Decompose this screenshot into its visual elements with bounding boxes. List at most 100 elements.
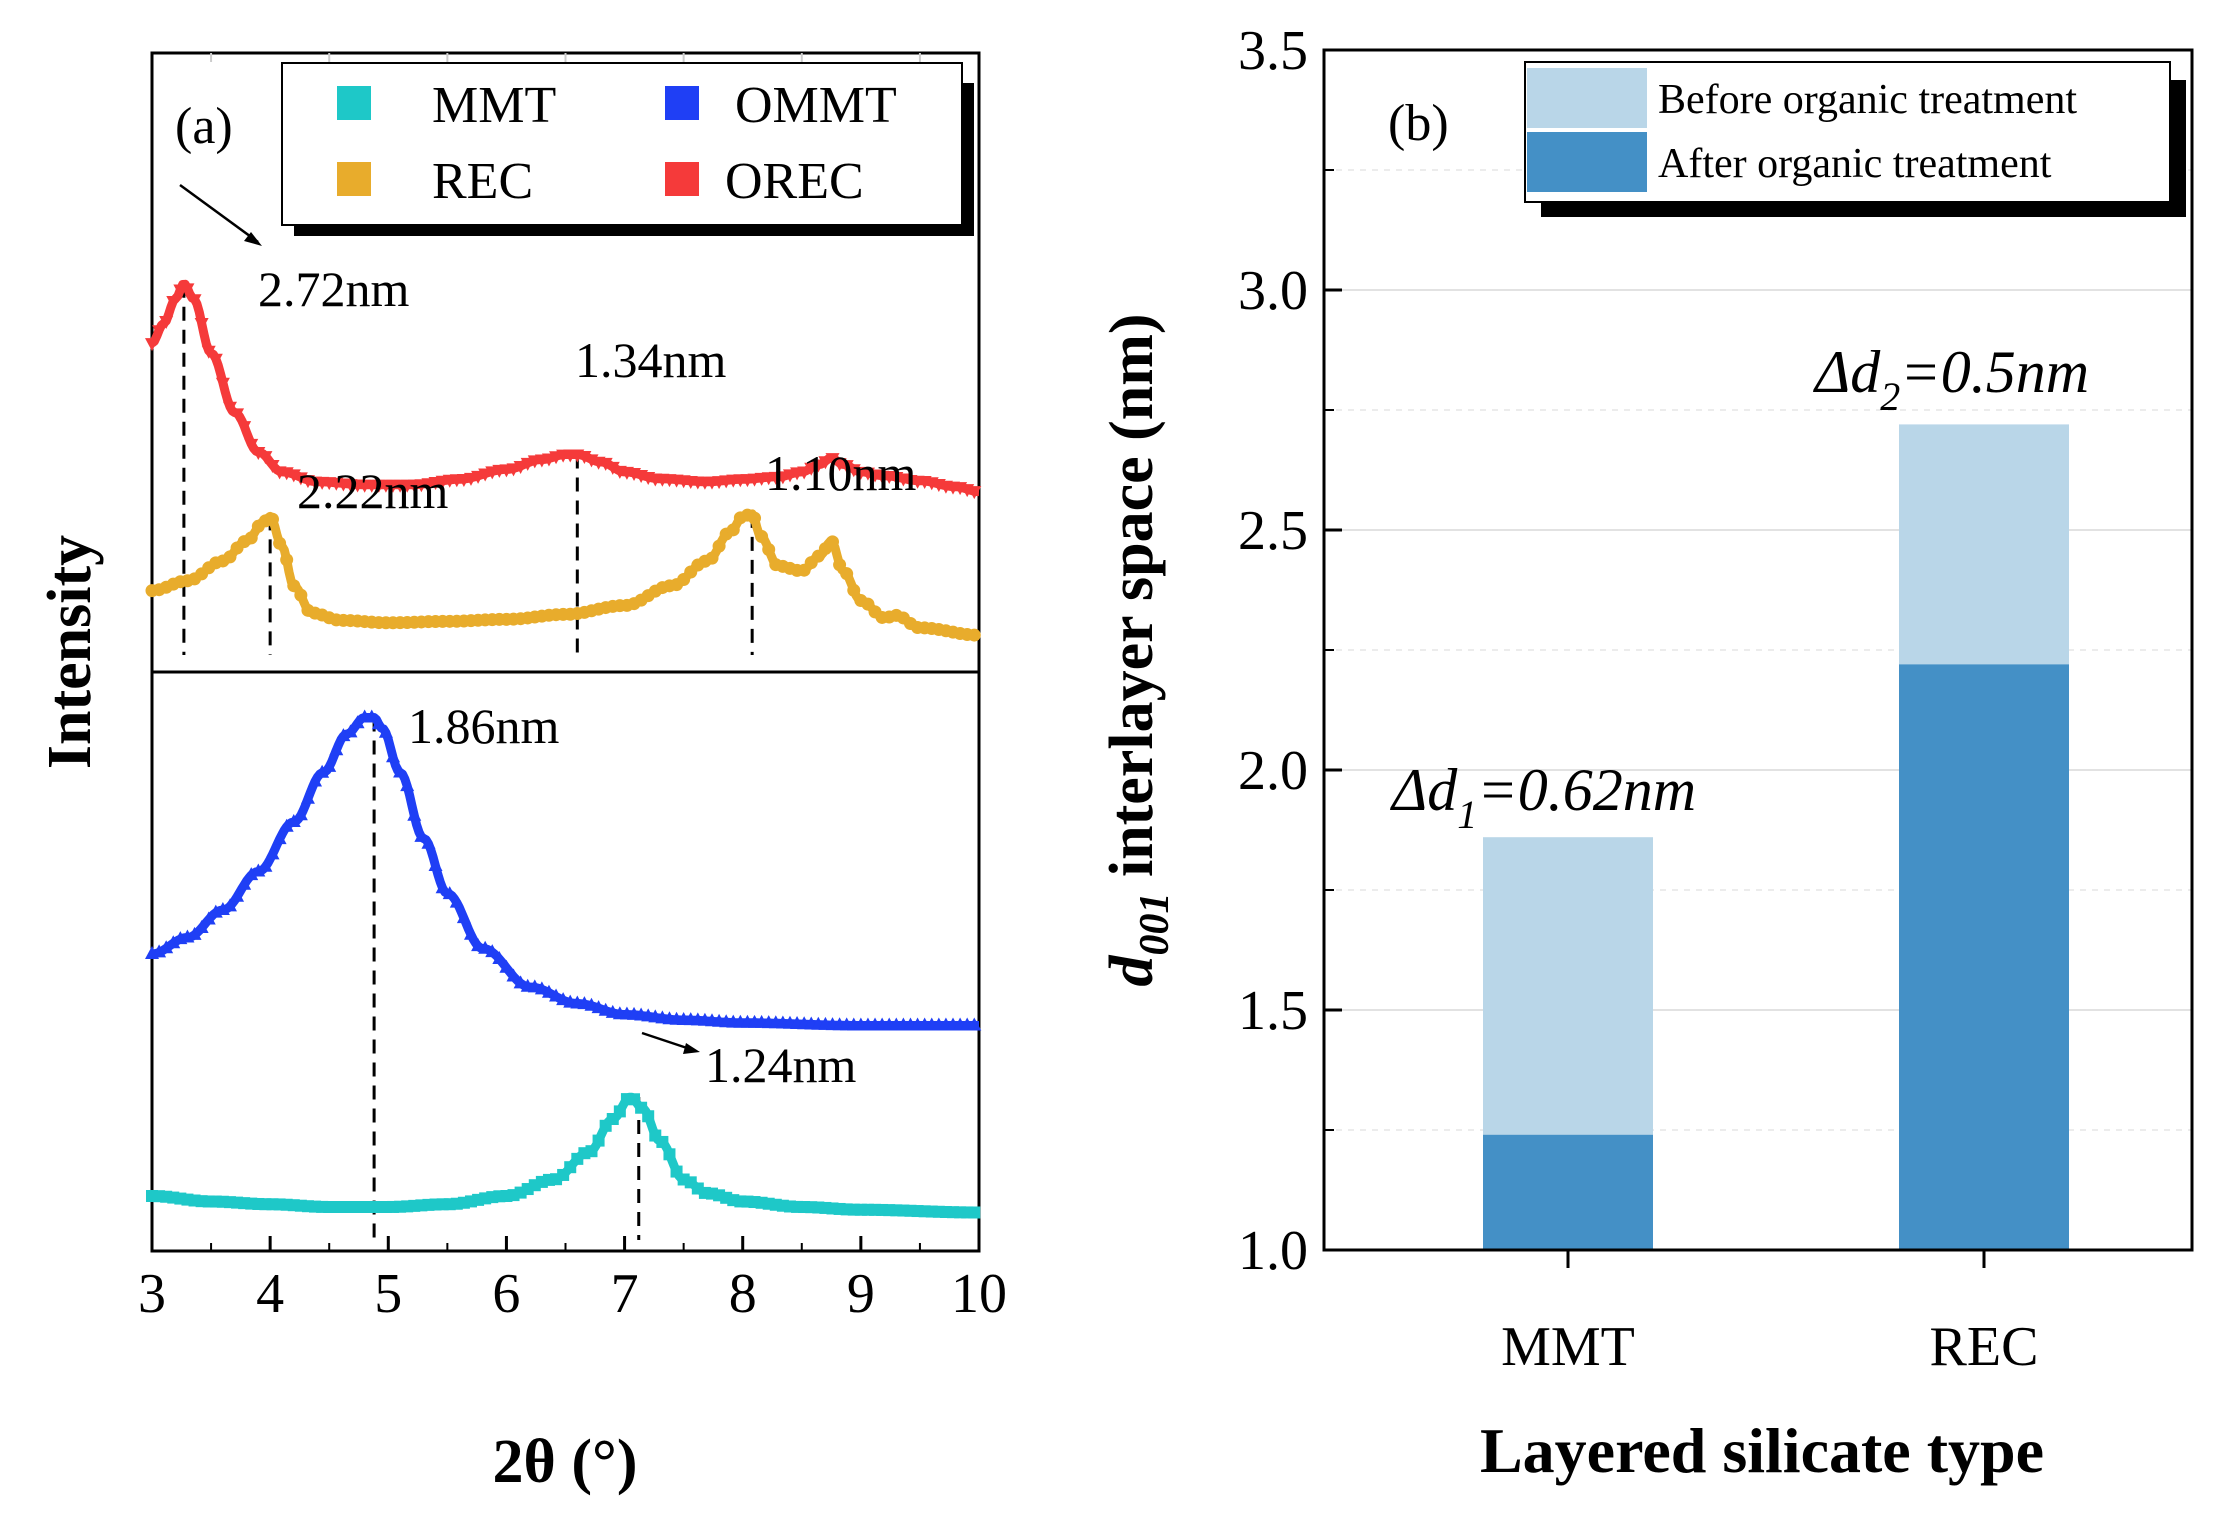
data-point-ommt bbox=[541, 984, 556, 998]
x-tick-label-b: MMT bbox=[1501, 1316, 1635, 1378]
annotation-rec-peak2: 1.10nm bbox=[765, 445, 917, 501]
data-point-ommt bbox=[194, 919, 209, 933]
delta-mmt-main: Δd bbox=[1390, 757, 1458, 823]
panel-a-annotations: 2.72nm 1.34nm 2.22nm 1.10nm 1.86nm 1.24n… bbox=[179, 183, 917, 1093]
data-point-mmt bbox=[642, 1110, 655, 1123]
data-point-orec bbox=[258, 451, 273, 465]
delta-rec-annotation: Δd2=0.5nm bbox=[1813, 339, 2089, 419]
delta-mmt-annotation: Δd1=0.62nm bbox=[1390, 757, 1696, 837]
data-point-ommt bbox=[258, 858, 273, 872]
annotation-mmt-peak: 1.24nm bbox=[705, 1037, 857, 1093]
x-tick-label-a: 6 bbox=[492, 1263, 520, 1325]
data-point-ommt bbox=[421, 835, 436, 849]
data-point-rec bbox=[847, 583, 861, 597]
legend-swatch-orec bbox=[665, 162, 699, 196]
data-point-orec bbox=[967, 486, 982, 500]
data-point-mmt bbox=[592, 1134, 605, 1147]
data-point-orec bbox=[180, 283, 195, 297]
panel-b: 1.0 1.5 2.0 2.5 3.0 3.5 MMT REC (b) Before org… bbox=[1098, 20, 2194, 1486]
data-point-ommt bbox=[222, 898, 237, 912]
legend-swatch-after bbox=[1527, 132, 1647, 192]
legend-label-before: Before organic treatment bbox=[1658, 77, 2077, 123]
legend-label-ommt: OMMT bbox=[735, 77, 897, 134]
x-tick-label-a: 5 bbox=[374, 1263, 402, 1325]
y-tick-label-b: 1.0 bbox=[1238, 1220, 1308, 1282]
y-tick-label-b: 3.5 bbox=[1238, 20, 1308, 82]
data-point-orec bbox=[208, 353, 223, 367]
arrow-mmt-head bbox=[683, 1043, 700, 1054]
panel-a-x-axis-label: 2θ (°) bbox=[493, 1428, 638, 1496]
data-point-ommt bbox=[279, 818, 294, 832]
data-point-ommt bbox=[286, 814, 301, 827]
data-point-ommt bbox=[435, 880, 450, 894]
data-point-ommt bbox=[329, 742, 344, 756]
panel-a: 3 4 5 6 7 8 9 10 (a) 2θ (°) Intensity MMT OMMT … bbox=[36, 51, 1007, 1496]
data-point-ommt bbox=[315, 764, 330, 778]
delta-rec-main: Δd bbox=[1813, 339, 1881, 405]
data-point-ommt bbox=[159, 940, 174, 954]
y-label-d: d bbox=[1098, 955, 1166, 987]
legend-box bbox=[281, 62, 963, 226]
panel-b-bars bbox=[1483, 424, 2069, 1250]
data-point-ommt bbox=[506, 968, 521, 982]
data-point-ommt bbox=[499, 959, 514, 973]
data-point-orec bbox=[159, 315, 174, 329]
data-point-ommt bbox=[300, 790, 315, 804]
data-point-orec bbox=[251, 447, 266, 461]
data-point-ommt bbox=[265, 846, 280, 860]
panel-b-x-ticks: MMT REC bbox=[1501, 1250, 2038, 1378]
data-point-rec bbox=[244, 531, 258, 545]
legend-swatch-rec bbox=[337, 162, 371, 196]
data-point-ommt bbox=[350, 715, 365, 729]
annotation-orec-peak2: 1.34nm bbox=[575, 332, 727, 388]
data-point-ommt bbox=[244, 867, 259, 881]
data-point-rec bbox=[833, 558, 847, 572]
series-line-mmt bbox=[149, 1092, 982, 1217]
data-point-mmt bbox=[613, 1105, 626, 1118]
data-point-orec bbox=[237, 421, 252, 435]
data-point-ommt bbox=[371, 716, 386, 730]
data-point-orec bbox=[166, 295, 181, 309]
bar-after-rec bbox=[1899, 664, 2069, 1250]
data-point-orec bbox=[244, 438, 259, 452]
data-point-rec bbox=[705, 551, 719, 565]
data-point-orec bbox=[825, 453, 840, 467]
data-point-ommt bbox=[187, 926, 202, 940]
panel-a-legend: MMT OMMT REC OREC bbox=[281, 62, 974, 236]
data-point-ommt bbox=[428, 858, 443, 871]
delta-mmt-sub: 1 bbox=[1457, 792, 1477, 837]
x-tick-label-b: REC bbox=[1930, 1316, 2039, 1378]
x-tick-label-a: 4 bbox=[256, 1263, 284, 1325]
x-tick-label-a: 10 bbox=[951, 1263, 1007, 1325]
series-mmt bbox=[146, 1092, 982, 1219]
panel-b-y-ticks: 1.0 1.5 2.0 2.5 3.0 3.5 bbox=[1238, 20, 1342, 1282]
data-point-orec bbox=[265, 460, 280, 474]
data-point-rec bbox=[266, 512, 280, 526]
y-tick-label-b: 3.0 bbox=[1238, 260, 1308, 322]
data-point-orec bbox=[605, 461, 620, 475]
legend-label-rec: REC bbox=[432, 153, 533, 210]
data-point-ommt bbox=[967, 1017, 982, 1031]
delta-mmt-rest: =0.62nm bbox=[1477, 757, 1696, 823]
data-point-orec bbox=[187, 294, 202, 308]
data-point-mmt bbox=[968, 1206, 981, 1219]
data-point-rec bbox=[712, 539, 726, 553]
data-point-ommt bbox=[449, 894, 464, 908]
data-point-mmt bbox=[252, 1197, 265, 1210]
y-tick-label-b: 2.0 bbox=[1238, 740, 1308, 802]
x-tick-label-a: 8 bbox=[729, 1263, 757, 1325]
y-tick-label-b: 1.5 bbox=[1238, 980, 1308, 1042]
data-point-ommt bbox=[308, 773, 323, 787]
data-point-ommt bbox=[400, 778, 415, 792]
data-point-ommt bbox=[343, 724, 358, 738]
data-point-ommt bbox=[230, 888, 245, 902]
panel-a-label: (a) bbox=[175, 98, 233, 155]
legend-swatch-mmt bbox=[337, 86, 371, 120]
data-point-rec bbox=[762, 542, 776, 556]
x-tick-label-a: 3 bbox=[138, 1263, 166, 1325]
data-point-rec bbox=[294, 588, 308, 602]
data-point-orec bbox=[839, 460, 854, 474]
panel-b-legend: Before organic treatment After organic t… bbox=[1524, 61, 2186, 217]
panel-b-x-axis-label: Layered silicate type bbox=[1480, 1415, 2044, 1486]
